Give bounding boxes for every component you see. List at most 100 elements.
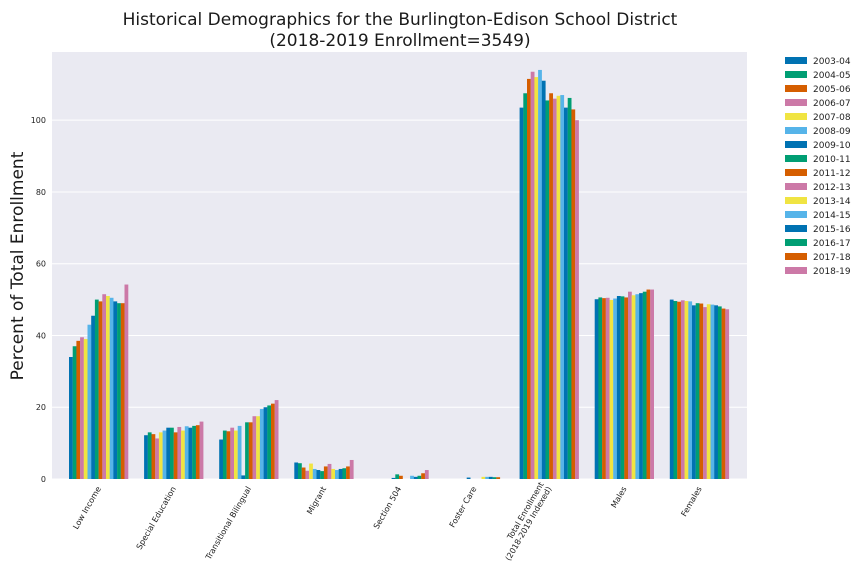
x-tick-label-line: Low Income (71, 485, 103, 531)
legend-swatch (785, 155, 807, 162)
y-tick-label: 40 (36, 331, 46, 340)
bar (162, 430, 167, 479)
bar (541, 80, 546, 480)
bar (485, 476, 489, 479)
legend-label: 2015-16 (813, 225, 851, 235)
chart-subtitle: (2018-2019 Enrollment=3549) (269, 31, 530, 51)
y-axis-label: Percent of Total Enrollment (8, 151, 28, 380)
bar (230, 427, 235, 479)
y-tick-labels: 0 20 40 60 80 100 (31, 116, 46, 484)
bar (624, 297, 629, 479)
bar (692, 305, 696, 479)
bar (109, 297, 114, 479)
bar (256, 416, 260, 479)
legend-label: 2009-10 (813, 141, 851, 151)
bar (177, 426, 182, 479)
bar (620, 296, 625, 479)
bar (87, 324, 92, 479)
legend-swatch (785, 85, 807, 92)
x-tick-label: Females (679, 485, 703, 518)
legend-swatch (785, 99, 807, 106)
bar (124, 284, 129, 479)
bar (76, 340, 81, 479)
bar (120, 303, 125, 479)
bar (688, 301, 693, 479)
bar (571, 109, 576, 479)
y-tick-label: 20 (36, 403, 46, 412)
bar (613, 298, 617, 479)
bar (184, 426, 189, 479)
legend-swatch (785, 71, 807, 78)
legend-swatch (785, 253, 807, 260)
legend-label: 2011-12 (813, 169, 851, 179)
y-tick-label: 0 (41, 475, 46, 484)
legend-label: 2006-07 (813, 99, 851, 109)
bar (181, 430, 185, 479)
bar (301, 467, 306, 479)
bar (117, 303, 121, 479)
legend-label: 2017-18 (813, 253, 851, 263)
legend-swatch (785, 113, 807, 120)
bar (316, 470, 321, 479)
bar (192, 425, 196, 479)
legend-swatch (785, 169, 807, 176)
bar (413, 476, 418, 479)
bar (267, 405, 272, 479)
bar (320, 471, 324, 479)
bar (534, 77, 539, 480)
bar (155, 438, 159, 479)
bar (252, 416, 257, 479)
bar (399, 475, 403, 479)
bar (488, 476, 493, 479)
legend-swatch (785, 211, 807, 218)
bar (552, 98, 557, 480)
bar (530, 71, 535, 480)
bar (549, 93, 553, 479)
legend-swatch (785, 239, 807, 246)
bar (642, 291, 647, 479)
bar (602, 298, 606, 479)
bar (80, 337, 84, 479)
bar (421, 473, 425, 479)
bar (650, 289, 654, 479)
bar (714, 305, 718, 479)
bar (669, 299, 674, 479)
bar (335, 470, 339, 479)
x-tick-label: Males (609, 485, 628, 510)
bar (410, 475, 414, 479)
legend-label: 2013-14 (813, 197, 851, 207)
bar (699, 303, 704, 479)
x-tick-labels: Low Income Special Education Transitional … (71, 481, 703, 563)
legend-label: 2012-13 (813, 183, 851, 193)
bar (237, 425, 242, 479)
legend-label: 2004-05 (813, 71, 851, 81)
legend-label: 2014-15 (813, 211, 851, 221)
bar (298, 463, 302, 479)
bar (199, 421, 204, 479)
bar (564, 107, 568, 480)
bar (545, 100, 550, 479)
legend-label: 2003-04 (813, 57, 851, 67)
bar (481, 476, 486, 479)
bar (338, 468, 343, 479)
bar (91, 315, 95, 479)
bar (395, 474, 400, 479)
bar (346, 466, 350, 479)
x-tick-label: Section 504 (372, 485, 404, 531)
bar (248, 422, 253, 479)
bar (567, 97, 572, 480)
bar (466, 477, 471, 479)
bar (721, 308, 726, 479)
x-tick-label-line: Migrant (305, 485, 328, 516)
bar-series (69, 69, 730, 480)
x-tick-label-line: Females (679, 485, 703, 518)
bar (496, 477, 501, 479)
legend-label: 2016-17 (813, 239, 851, 249)
bar (519, 107, 524, 480)
bar (594, 299, 599, 479)
x-tick-label: Total Enrollment(2018-2019 Indexed) (504, 481, 554, 563)
bar (556, 95, 561, 479)
bar (188, 427, 193, 479)
bar (263, 407, 268, 479)
bar (166, 427, 171, 479)
